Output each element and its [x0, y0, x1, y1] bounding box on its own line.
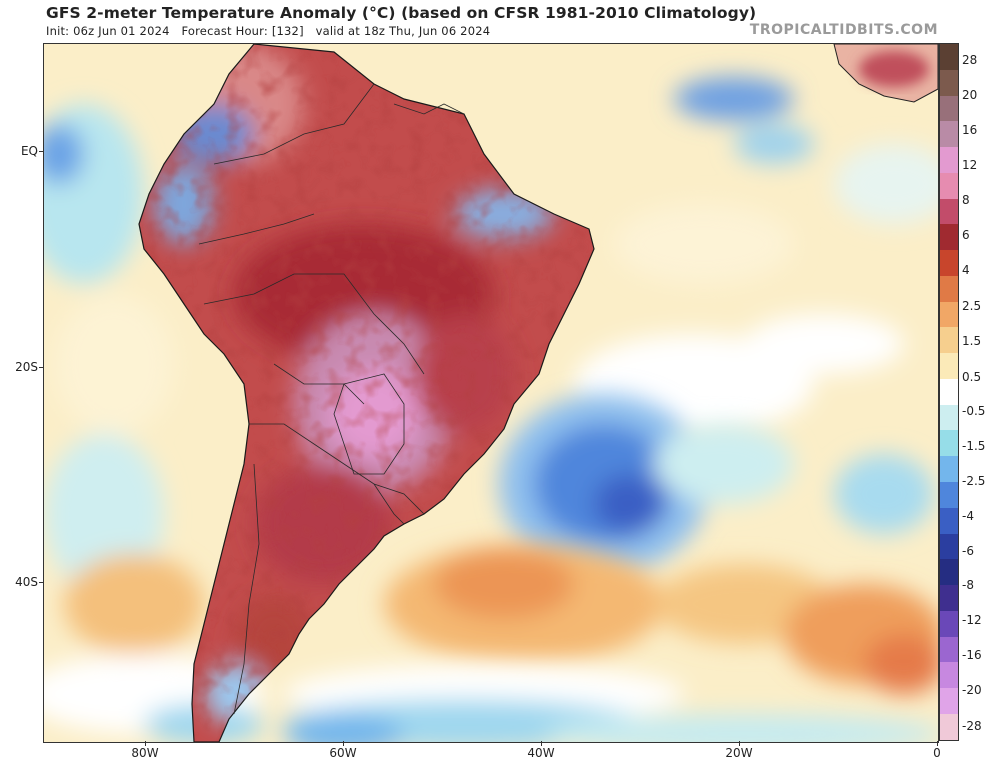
colorbar-label: 4 — [962, 263, 970, 277]
colorbar-swatch — [940, 662, 958, 689]
watermark: TROPICALTIDBITS.COM — [749, 22, 938, 38]
colorbar-swatch — [940, 688, 958, 714]
colorbar-label: 12 — [962, 158, 978, 172]
colorbar-swatch — [940, 250, 958, 276]
colorbar-swatch — [940, 507, 958, 534]
colorbar-swatch — [940, 301, 958, 328]
lat-label-40s: 40S — [15, 575, 38, 589]
lat-tick-40s — [39, 582, 43, 583]
colorbar-swatch — [940, 147, 958, 173]
lon-tick-60w — [343, 741, 344, 746]
colorbar-swatch — [940, 378, 958, 405]
colorbar-label: -20 — [962, 683, 982, 697]
colorbar-swatch — [940, 44, 958, 70]
colorbar-swatch — [940, 275, 958, 302]
anomaly-map — [43, 43, 939, 743]
valid-time: valid at 18z Thu, Jun 06 2024 — [315, 24, 491, 38]
forecast-hour: Forecast Hour: [132] — [181, 24, 304, 38]
colorbar — [939, 43, 959, 741]
colorbar-label: -8 — [962, 578, 974, 592]
lat-tick-eq — [39, 151, 43, 152]
colorbar-swatch — [940, 610, 958, 637]
map-title: GFS 2-meter Temperature Anomaly (°C) (ba… — [46, 4, 757, 22]
colorbar-label: -4 — [962, 509, 974, 523]
lon-tick-20w — [739, 741, 740, 746]
colorbar-swatch — [940, 404, 958, 431]
colorbar-label: 20 — [962, 88, 978, 102]
colorbar-label: -2.5 — [962, 474, 986, 488]
colorbar-swatch — [940, 713, 958, 740]
colorbar-label: 16 — [962, 123, 978, 137]
colorbar-swatch — [940, 430, 958, 457]
colorbar-swatch — [940, 121, 958, 148]
lon-tick-0 — [937, 741, 938, 746]
lon-tick-40w — [541, 741, 542, 746]
colorbar-label: 8 — [962, 193, 970, 207]
colorbar-swatch — [940, 559, 958, 586]
lon-label-60w: 60W — [329, 746, 357, 760]
lat-tick-20s — [39, 367, 43, 368]
colorbar-label: -1.5 — [962, 439, 986, 453]
colorbar-swatch — [940, 198, 958, 225]
lat-label-20s: 20S — [15, 360, 38, 374]
colorbar-swatch — [940, 456, 958, 483]
colorbar-swatch — [940, 172, 958, 199]
colorbar-swatch — [940, 224, 958, 251]
map-subtitle: Init: 06z Jun 01 2024 Forecast Hour: [13… — [46, 24, 498, 38]
colorbar-label: -16 — [962, 648, 982, 662]
colorbar-label: 0.5 — [962, 370, 982, 384]
map-canvas — [44, 44, 938, 742]
country-borders — [198, 83, 465, 715]
colorbar-label: 28 — [962, 53, 978, 67]
colorbar-swatch — [940, 353, 958, 379]
colorbar-label: -6 — [962, 544, 974, 558]
colorbar-label: 1.5 — [962, 334, 982, 348]
colorbar-swatch — [940, 636, 958, 663]
lon-label-40w: 40W — [527, 746, 555, 760]
colorbar-swatch — [940, 533, 958, 560]
colorbar-swatch — [940, 95, 958, 122]
init-time: Init: 06z Jun 01 2024 — [46, 24, 170, 38]
colorbar-label: 6 — [962, 228, 970, 242]
colorbar-label: -12 — [962, 613, 982, 627]
colorbar-swatch — [940, 327, 958, 354]
lon-label-20w: 20W — [725, 746, 753, 760]
colorbar-label: -28 — [962, 719, 982, 733]
lon-label-80w: 80W — [131, 746, 159, 760]
colorbar-swatch — [940, 69, 958, 96]
lon-label-0: 0 — [933, 746, 941, 760]
colorbar-label: -0.5 — [962, 404, 986, 418]
lon-tick-80w — [145, 741, 146, 746]
lat-label-eq: EQ — [20, 144, 38, 158]
colorbar-swatch — [940, 585, 958, 611]
colorbar-label: 2.5 — [962, 299, 982, 313]
colorbar-swatch — [940, 482, 958, 508]
